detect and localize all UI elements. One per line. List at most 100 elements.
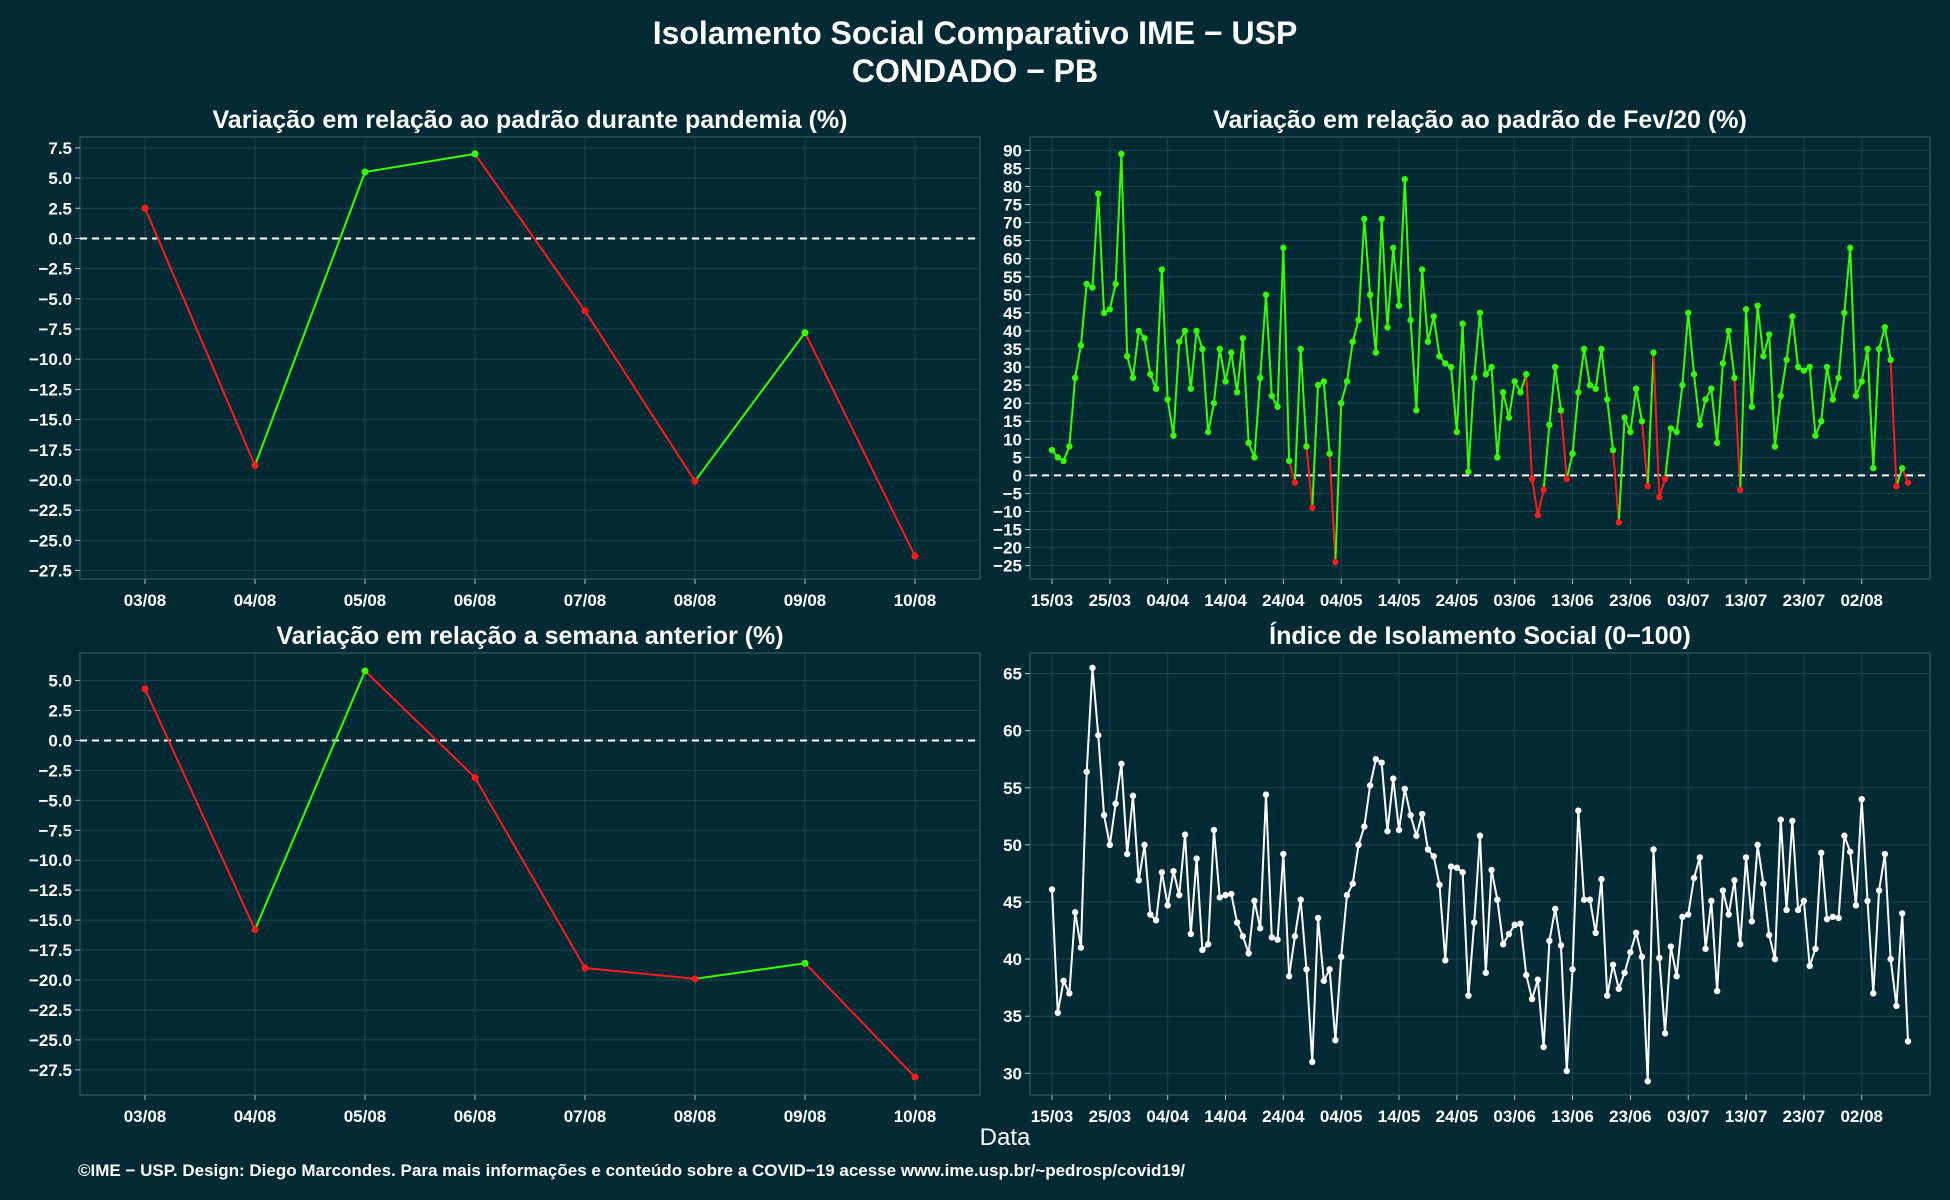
line-segment <box>694 962 806 980</box>
data-point: 20/04: 42.7 <box>1257 925 1264 932</box>
line-segment <box>1669 945 1678 978</box>
data-point: 24/04: 63 <box>1280 244 1287 252</box>
line-segment <box>1276 853 1285 941</box>
line-segment <box>1756 304 1765 358</box>
line-segment <box>1097 734 1106 817</box>
data-point: 03/07: 45 <box>1685 309 1692 317</box>
line-segment <box>1606 963 1615 997</box>
data-point: 29/05: 28 <box>1482 371 1489 378</box>
line-segment <box>1230 351 1239 394</box>
data-point: 10/05: 34 <box>1372 349 1380 356</box>
data-point: 29/07: 43.6 <box>1835 914 1842 922</box>
line-segment <box>1438 883 1447 962</box>
data-point: 20/07: 44.3 <box>1783 906 1790 914</box>
y-tick-label: −12.5 <box>29 380 72 399</box>
line-segment <box>1265 793 1273 939</box>
y-tick-label: −22.5 <box>29 1001 72 1020</box>
line-segment <box>254 669 366 931</box>
data-point: 23/07: 29 <box>1800 367 1808 374</box>
x-tick-label: 03/06 <box>1493 591 1536 610</box>
x-tick-label: 03/06 <box>1493 1107 1536 1126</box>
data-point: 15/06: 35 <box>1580 345 1588 353</box>
data-point: 11/06: 41.2 <box>1557 942 1565 949</box>
line-segment <box>1224 351 1233 383</box>
data-point: 14/04: 45.6 <box>1222 891 1229 899</box>
data-point: 14/04: 26 <box>1222 378 1229 385</box>
x-tick-label: 04/05 <box>1320 1107 1363 1126</box>
line-segment <box>1166 870 1175 907</box>
data-point: 29/05: 38.8 <box>1482 969 1489 976</box>
y-tick-label: 10 <box>1003 430 1022 449</box>
data-point: 11/07: 46.9 <box>1731 877 1738 884</box>
data-point: 30/06: 13 <box>1667 425 1675 432</box>
data-point: 17/05: 50.8 <box>1413 832 1420 839</box>
data-point: 05/04: 47.7 <box>1170 867 1177 875</box>
x-tick-label: 06/08 <box>454 1107 497 1126</box>
line-segment <box>1079 282 1088 347</box>
series-feb: 15/03: 716/03: 517/03: 4 18/03: 8 19/03: 2… <box>1048 150 1912 566</box>
data-point: 16/04: 23 <box>1233 389 1241 396</box>
y-tick-label: 0.0 <box>48 229 72 248</box>
y-tick-label: 50 <box>1003 286 1022 305</box>
data-point: 22/05: 31 <box>1442 360 1449 367</box>
line-segment <box>1721 889 1730 916</box>
line-segment <box>1878 326 1886 350</box>
x-tick-label: 05/08 <box>344 1107 387 1126</box>
line-segment <box>1519 922 1528 977</box>
line-segment <box>804 331 916 558</box>
line-segment <box>1762 333 1771 358</box>
data-point: 21/03: 53 <box>1083 280 1090 288</box>
data-point: 26/04: -2 <box>1291 479 1299 486</box>
data-point: 11/04: 12 <box>1204 428 1212 436</box>
data-point: 05/08: 46 <box>1875 887 1883 894</box>
line-segment <box>1120 762 1129 856</box>
data-point: 27/03: 57.1 <box>1118 760 1125 767</box>
x-tick-label: 23/07 <box>1783 1107 1826 1126</box>
line-segment <box>1426 315 1435 343</box>
line-segment <box>1693 856 1701 879</box>
data-point: 25/04: 38.5 <box>1285 973 1293 980</box>
x-tick-label: 23/07 <box>1783 591 1826 610</box>
line-segment <box>1103 814 1111 846</box>
data-point: 24/04: 49.2 <box>1280 850 1287 858</box>
line-segment <box>1398 787 1406 832</box>
line-segment <box>1409 814 1418 837</box>
data-point: 28/04: 39.1 <box>1303 966 1310 973</box>
line-segment <box>364 669 476 779</box>
line-segment <box>1889 358 1898 488</box>
data-point: 19/06: 21 <box>1604 396 1611 403</box>
y-tick-label: 0.0 <box>48 731 72 750</box>
line-segment <box>1820 366 1829 423</box>
line-segment <box>1311 384 1320 509</box>
line-segment <box>1675 384 1684 434</box>
data-point: 31/05: 45.2 <box>1494 896 1501 903</box>
data-point: 14/07: 43.3 <box>1748 918 1756 925</box>
line-segment <box>1872 347 1881 470</box>
data-point: 05/07: 14 <box>1696 421 1703 429</box>
line-segment <box>1380 217 1389 329</box>
line-segment <box>1288 935 1296 978</box>
data-point: 07/08: 32 <box>1887 356 1894 364</box>
line-segment <box>1785 819 1794 911</box>
y-tick-label: 5.0 <box>48 169 72 188</box>
data-point: 21/03: 56.4 <box>1083 768 1090 775</box>
data-point: 02/06: 16 <box>1505 414 1513 421</box>
y-tick-label: −10.0 <box>29 851 72 870</box>
data-point: 20/06: 39.5 <box>1609 961 1617 968</box>
line-segment <box>1068 376 1077 448</box>
line-segment <box>1305 445 1314 509</box>
data-point: 07/04: 40 <box>1181 327 1189 335</box>
data-point: 15/03: 46.1 <box>1048 886 1056 893</box>
line-segment <box>1571 391 1580 455</box>
line-segment <box>1131 794 1140 882</box>
y-tick-label: −15.0 <box>29 411 72 430</box>
line-segment <box>1496 391 1505 459</box>
data-point: 04/06: 43.1 <box>1517 920 1524 927</box>
data-point: 04/06: 23 <box>1517 389 1524 396</box>
line-segment <box>1166 398 1175 437</box>
data-point: 16/03: 5 <box>1054 454 1061 461</box>
data-point: 28/07: 21 <box>1829 396 1837 403</box>
data-point: 07/05: 43 <box>1355 316 1362 324</box>
line-segment <box>1253 899 1262 930</box>
line-segment <box>1230 892 1239 924</box>
